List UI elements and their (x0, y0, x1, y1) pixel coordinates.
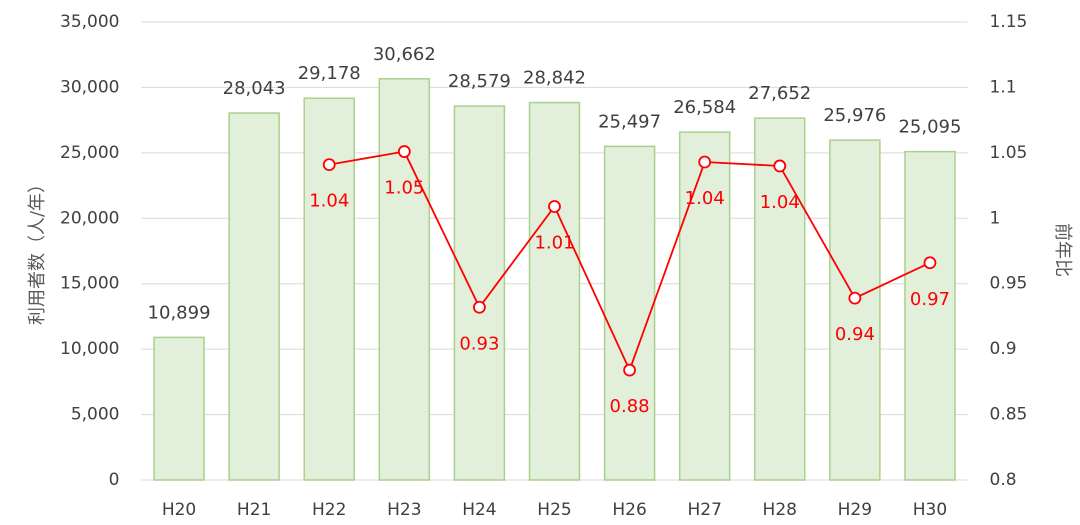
y2-tick-label: 1.1 (990, 77, 1017, 97)
bar (829, 139, 881, 481)
line-marker (623, 363, 636, 377)
x-tick-label: H30 (913, 500, 947, 520)
line-value-label: 1.04 (760, 192, 800, 213)
line-marker (773, 159, 787, 173)
x-tick-label: H21 (237, 500, 271, 520)
x-tick-label: H23 (387, 500, 421, 520)
bar (528, 101, 581, 481)
y-tick-label: 0 (109, 470, 120, 490)
line-value-label: 1.05 (384, 178, 424, 199)
bar-value-label: 25,497 (598, 111, 661, 132)
line-marker (397, 145, 411, 158)
bar-value-label: 26,584 (673, 97, 736, 118)
x-tick-label: H29 (838, 500, 872, 520)
x-tick-label: H25 (537, 500, 571, 520)
x-tick-label: H26 (612, 500, 646, 520)
x-tick-label: H24 (462, 500, 496, 520)
line-marker (322, 158, 336, 172)
x-tick-label: H28 (763, 500, 797, 520)
line-value-label: 0.97 (910, 289, 950, 310)
y2-tick-label: 1 (990, 208, 1001, 228)
y-tick-label: 30,000 (60, 77, 119, 97)
x-tick-label: H27 (687, 500, 721, 520)
line-marker (548, 200, 561, 213)
y2-tick-label: 0.85 (990, 405, 1028, 425)
line-value-label: 1.04 (309, 191, 349, 212)
y2-tick-label: 0.95 (990, 274, 1028, 294)
bar-value-label: 25,976 (823, 105, 886, 126)
bar (153, 336, 205, 481)
y-tick-label: 20,000 (60, 208, 119, 228)
y-tick-label: 10,000 (60, 339, 119, 359)
y-tick-label: 35,000 (60, 12, 119, 32)
x-tick-label: H20 (162, 500, 196, 520)
bar (453, 105, 506, 481)
bar (904, 150, 956, 481)
line-marker (698, 155, 712, 169)
bar (303, 97, 355, 481)
line-marker (473, 300, 486, 314)
line-value-label: 0.94 (835, 324, 875, 345)
bar-value-label: 29,178 (298, 63, 361, 84)
y2-tick-label: 1.15 (990, 12, 1028, 32)
line-value-label: 1.04 (685, 188, 725, 209)
bar (228, 112, 280, 481)
line-value-label: 0.88 (610, 396, 650, 417)
y-tick-label: 5,000 (71, 405, 120, 425)
bar (378, 78, 431, 481)
bar-value-label: 28,842 (523, 68, 586, 89)
bar-value-label: 30,662 (373, 44, 436, 65)
line-marker (923, 256, 937, 270)
bar-value-label: 28,043 (223, 78, 286, 99)
y2-tick-label: 0.8 (990, 470, 1017, 490)
y2-tick-label: 0.9 (990, 339, 1017, 359)
line-value-label: 1.01 (534, 233, 574, 254)
y2-tick-label: 1.05 (990, 143, 1028, 163)
bar-value-label: 27,652 (748, 83, 811, 104)
bar (754, 117, 806, 481)
line-value-label: 0.93 (459, 333, 499, 354)
line-marker (848, 291, 862, 305)
x-tick-label: H22 (312, 500, 346, 520)
bar (603, 145, 656, 481)
bar-value-label: 10,899 (148, 302, 211, 323)
y-tick-label: 25,000 (60, 143, 119, 163)
y-axis-label: 利用者数（人/年） (27, 175, 48, 325)
bar-value-label: 28,579 (448, 71, 511, 92)
y-tick-label: 15,000 (60, 274, 119, 294)
bar (678, 131, 731, 481)
bar-value-label: 25,095 (898, 117, 961, 138)
y2-axis-label: 前年比 (1052, 223, 1073, 277)
